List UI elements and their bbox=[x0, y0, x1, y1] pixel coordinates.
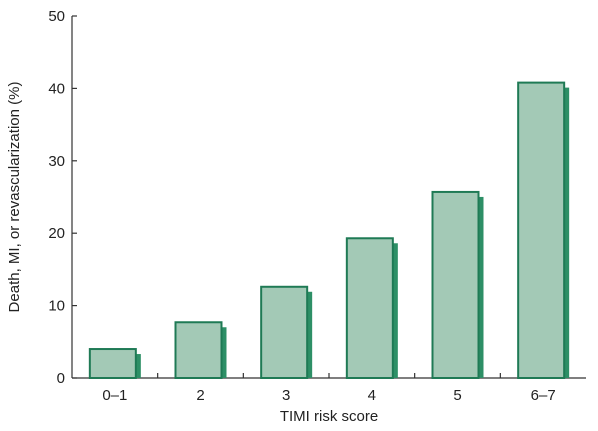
y-tick-label: 0 bbox=[57, 370, 65, 387]
y-axis: 0 10 20 30 40 50 bbox=[48, 8, 77, 387]
bar bbox=[174, 321, 223, 380]
x-axis-title: TIMI risk score bbox=[280, 408, 378, 425]
bar bbox=[517, 81, 566, 379]
bar bbox=[345, 237, 394, 379]
x-tick-label: 6–7 bbox=[531, 387, 556, 404]
bar bbox=[260, 285, 309, 379]
y-tick-label: 20 bbox=[48, 225, 65, 242]
x-tick-label: 5 bbox=[453, 387, 461, 404]
y-tick-label: 30 bbox=[48, 153, 65, 170]
x-tick-label: 4 bbox=[368, 387, 376, 404]
bar bbox=[88, 348, 137, 380]
x-axis: 0–1 2 3 4 5 6–7 bbox=[72, 373, 586, 404]
x-tick-label: 2 bbox=[196, 387, 204, 404]
y-axis-title: Death, MI, or revascularization (%) bbox=[6, 82, 23, 313]
y-tick-label: 10 bbox=[48, 298, 65, 315]
y-tick-label: 40 bbox=[48, 80, 65, 97]
x-tick-label: 3 bbox=[282, 387, 290, 404]
bars bbox=[88, 81, 570, 380]
bar bbox=[431, 190, 480, 379]
y-tick-label: 50 bbox=[48, 8, 65, 25]
x-tick-label: 0–1 bbox=[102, 387, 127, 404]
